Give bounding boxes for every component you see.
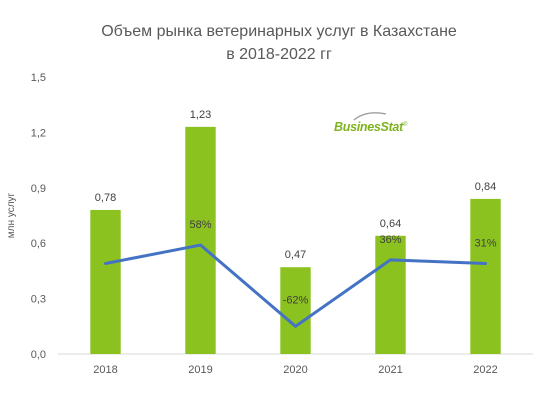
y-tick-label: 0,3: [31, 294, 46, 306]
bar-value-label: 0,64: [380, 218, 401, 230]
logo-text: BusinesStat: [334, 120, 403, 134]
bar-value-label: 1,23: [190, 109, 211, 121]
y-tick-label: 0,0: [31, 349, 46, 361]
bar: [90, 209, 121, 354]
bar-value-label: 0,78: [95, 192, 116, 204]
businesstat-logo: BusinesStat®: [334, 112, 408, 134]
bar-value-label: 0,47: [285, 249, 306, 261]
logo-mark: ®: [402, 121, 408, 128]
growth-label: -62%: [283, 294, 309, 306]
chart-title-line-1: Объем рынка ветеринарных услуг в Казахст…: [101, 23, 457, 40]
x-tick-label: 2018: [93, 364, 117, 376]
bar: [470, 198, 501, 354]
x-tick-label: 2019: [188, 364, 212, 376]
x-tick-label: 2020: [283, 364, 307, 376]
y-axis-title: млн услуг: [6, 192, 17, 238]
growth-label: 36%: [379, 234, 401, 246]
bar-value-label: 0,84: [475, 181, 496, 193]
y-tick-label: 1,2: [31, 127, 46, 139]
bar: [185, 126, 216, 354]
logo-swoosh-icon: [353, 112, 387, 121]
growth-label: 58%: [189, 219, 211, 231]
growth-line: [104, 243, 487, 328]
y-tick-label: 0,6: [31, 238, 46, 250]
y-tick-label: 1,5: [31, 72, 46, 84]
y-tick-label: 0,9: [31, 183, 46, 195]
growth-label: 31%: [474, 238, 496, 250]
bar: [280, 267, 311, 354]
chart-title: Объем рынка ветеринарных услуг в Казахст…: [0, 20, 558, 66]
x-tick-label: 2021: [378, 364, 402, 376]
chart-title-line-2: в 2018-2022 гг: [226, 46, 332, 63]
x-tick-label: 2022: [473, 364, 497, 376]
bar: [375, 235, 406, 354]
